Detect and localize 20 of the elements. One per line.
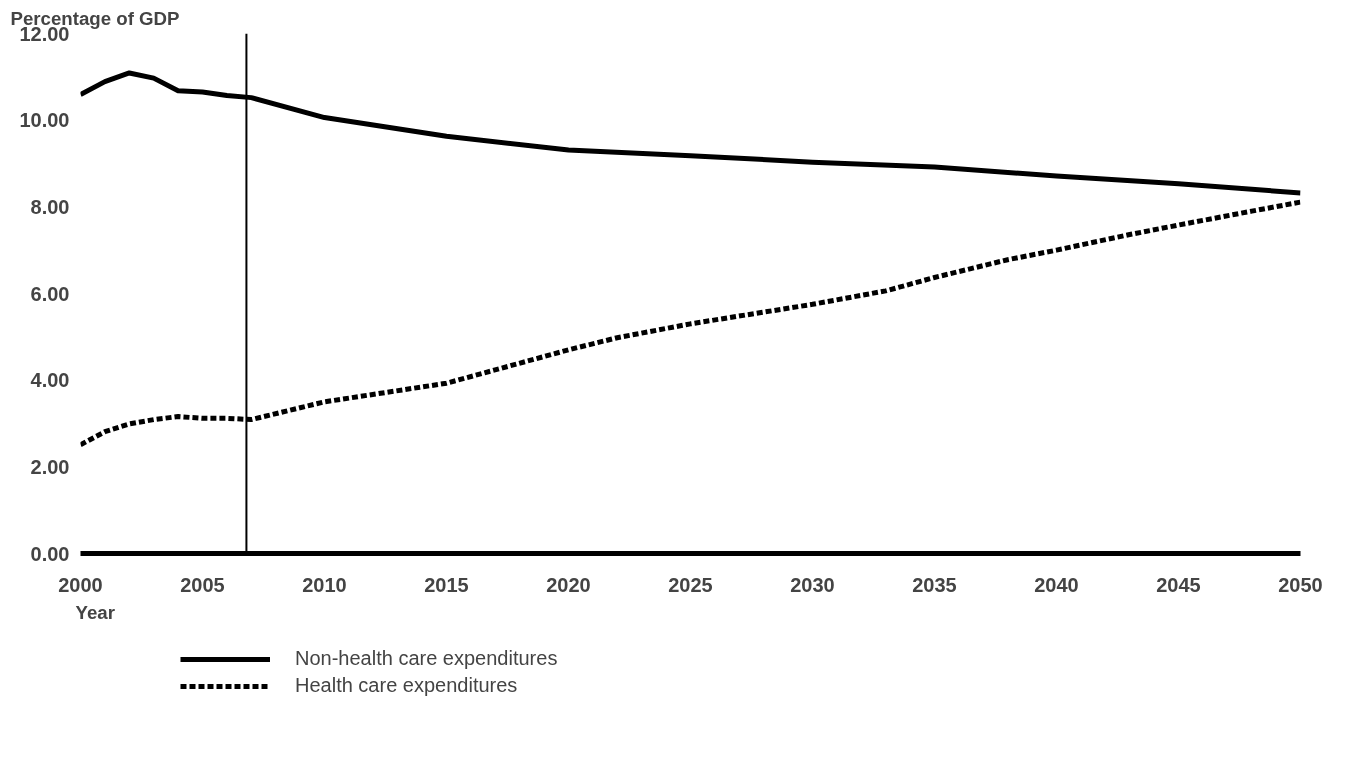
x-tick-label: 2005 bbox=[180, 573, 225, 596]
x-tick-label: 2040 bbox=[1034, 573, 1079, 596]
x-tick-label: 2045 bbox=[1156, 573, 1201, 596]
x-tick-label: 2000 bbox=[58, 573, 103, 596]
x-tick-label: 2015 bbox=[424, 573, 469, 596]
y-tick-label: 0.00 bbox=[30, 542, 70, 565]
legend-label: Non-health care expenditures bbox=[295, 647, 558, 670]
y-tick-label: 8.00 bbox=[30, 195, 70, 218]
x-axis-title: Year bbox=[75, 601, 115, 623]
x-tick-label: 2035 bbox=[912, 573, 957, 596]
x-tick-label: 2050 bbox=[1278, 573, 1323, 596]
x-tick-label: 2030 bbox=[790, 573, 835, 596]
y-tick-label: 2.00 bbox=[30, 455, 70, 478]
y-tick-label: 4.00 bbox=[30, 369, 70, 392]
x-tick-label: 2010 bbox=[302, 573, 347, 596]
x-tick-label: 2020 bbox=[546, 573, 591, 596]
x-tick-label: 2025 bbox=[668, 573, 713, 596]
legend-label: Health care expenditures bbox=[295, 674, 518, 697]
y-tick-label: 10.00 bbox=[19, 109, 70, 132]
y-tick-label: 6.00 bbox=[30, 282, 70, 305]
